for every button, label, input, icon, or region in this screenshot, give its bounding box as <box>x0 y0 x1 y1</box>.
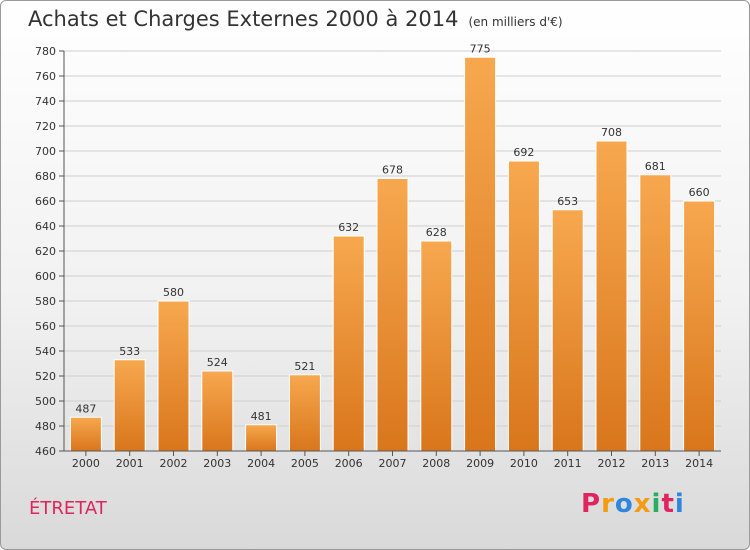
bars <box>69 56 716 452</box>
x-tick-label: 2011 <box>554 457 582 470</box>
data-label: 632 <box>338 221 359 234</box>
bar <box>551 209 584 452</box>
data-label: 533 <box>119 345 140 358</box>
data-label: 678 <box>382 164 403 177</box>
bar <box>507 160 540 452</box>
y-axis: 460 480 500 520 540 560 580 600 620 640 660 680 700 7… <box>35 45 65 458</box>
x-tick-label: 2000 <box>72 457 100 470</box>
bar <box>595 140 628 452</box>
bar <box>683 200 716 452</box>
y-tick-label: 580 <box>35 295 56 308</box>
x-tick-label: 2006 <box>335 457 363 470</box>
y-tick-label: 480 <box>35 420 56 433</box>
data-label: 521 <box>294 360 315 373</box>
logo-letter: t <box>661 489 675 519</box>
x-tick-label: 2002 <box>160 457 188 470</box>
data-label: 775 <box>470 42 491 55</box>
data-label: 708 <box>601 126 622 139</box>
bar <box>376 178 409 452</box>
chart-unit: (en milliers d'€) <box>468 15 563 29</box>
data-label: 487 <box>75 402 96 415</box>
x-tick-label: 2013 <box>641 457 669 470</box>
proxiti-logo: Proxiti <box>581 489 685 519</box>
logo-letter: P <box>581 489 602 519</box>
y-tick-label: 740 <box>35 95 56 108</box>
bar <box>157 300 190 452</box>
x-tick-label: 2004 <box>247 457 275 470</box>
y-tick-label: 780 <box>35 45 56 58</box>
logo-letter: i <box>674 489 685 519</box>
x-tick-label: 2009 <box>466 457 494 470</box>
bar <box>420 240 453 452</box>
data-label: 660 <box>689 186 710 199</box>
data-label: 580 <box>163 286 184 299</box>
x-tick-label: 2008 <box>422 457 450 470</box>
bar <box>639 174 672 452</box>
x-tick-label: 2001 <box>116 457 144 470</box>
y-tick-label: 460 <box>35 445 56 458</box>
data-label: 692 <box>513 146 534 159</box>
x-tick-label: 2005 <box>291 457 319 470</box>
chart-title-text: Achats et Charges Externes 2000 à 2014 <box>28 7 459 31</box>
bar <box>332 235 365 452</box>
bar <box>288 374 321 452</box>
logo-letter: o <box>614 489 634 519</box>
y-tick-label: 540 <box>35 345 56 358</box>
data-label: 481 <box>251 410 272 423</box>
bar <box>201 370 234 452</box>
y-tick-label: 640 <box>35 220 56 233</box>
data-label: 628 <box>426 226 447 239</box>
x-tick-label: 2014 <box>685 457 713 470</box>
bar <box>69 416 102 452</box>
y-tick-label: 700 <box>35 145 56 158</box>
x-tick-label: 2012 <box>598 457 626 470</box>
logo-letter: r <box>601 489 615 519</box>
y-tick-label: 720 <box>35 120 56 133</box>
data-label: 681 <box>645 160 666 173</box>
x-axis: 2000 2001 2002 2003 2004 2005 2006 2007 2008 2009… <box>64 450 721 470</box>
chart-title: Achats et Charges Externes 2000 à 2014 (e… <box>28 7 563 31</box>
y-tick-label: 620 <box>35 245 56 258</box>
value-labels: 487 533 580 524 481 521 632 678 628 775 692 653 708 6… <box>75 42 709 423</box>
logo-letter: i <box>651 489 662 519</box>
bar <box>464 56 497 452</box>
y-tick-label: 680 <box>35 170 56 183</box>
bar <box>113 359 146 452</box>
y-tick-label: 560 <box>35 320 56 333</box>
x-tick-label: 2003 <box>203 457 231 470</box>
data-label: 524 <box>207 356 228 369</box>
y-tick-label: 760 <box>35 70 56 83</box>
y-tick-label: 660 <box>35 195 56 208</box>
bar <box>245 424 278 452</box>
x-tick-label: 2010 <box>510 457 538 470</box>
y-tick-label: 520 <box>35 370 56 383</box>
place-name: ÉTRETAT <box>29 498 107 519</box>
data-label: 653 <box>557 195 578 208</box>
x-tick-label: 2007 <box>379 457 407 470</box>
y-tick-label: 600 <box>35 270 56 283</box>
logo-letter: x <box>633 489 652 519</box>
y-tick-label: 500 <box>35 395 56 408</box>
